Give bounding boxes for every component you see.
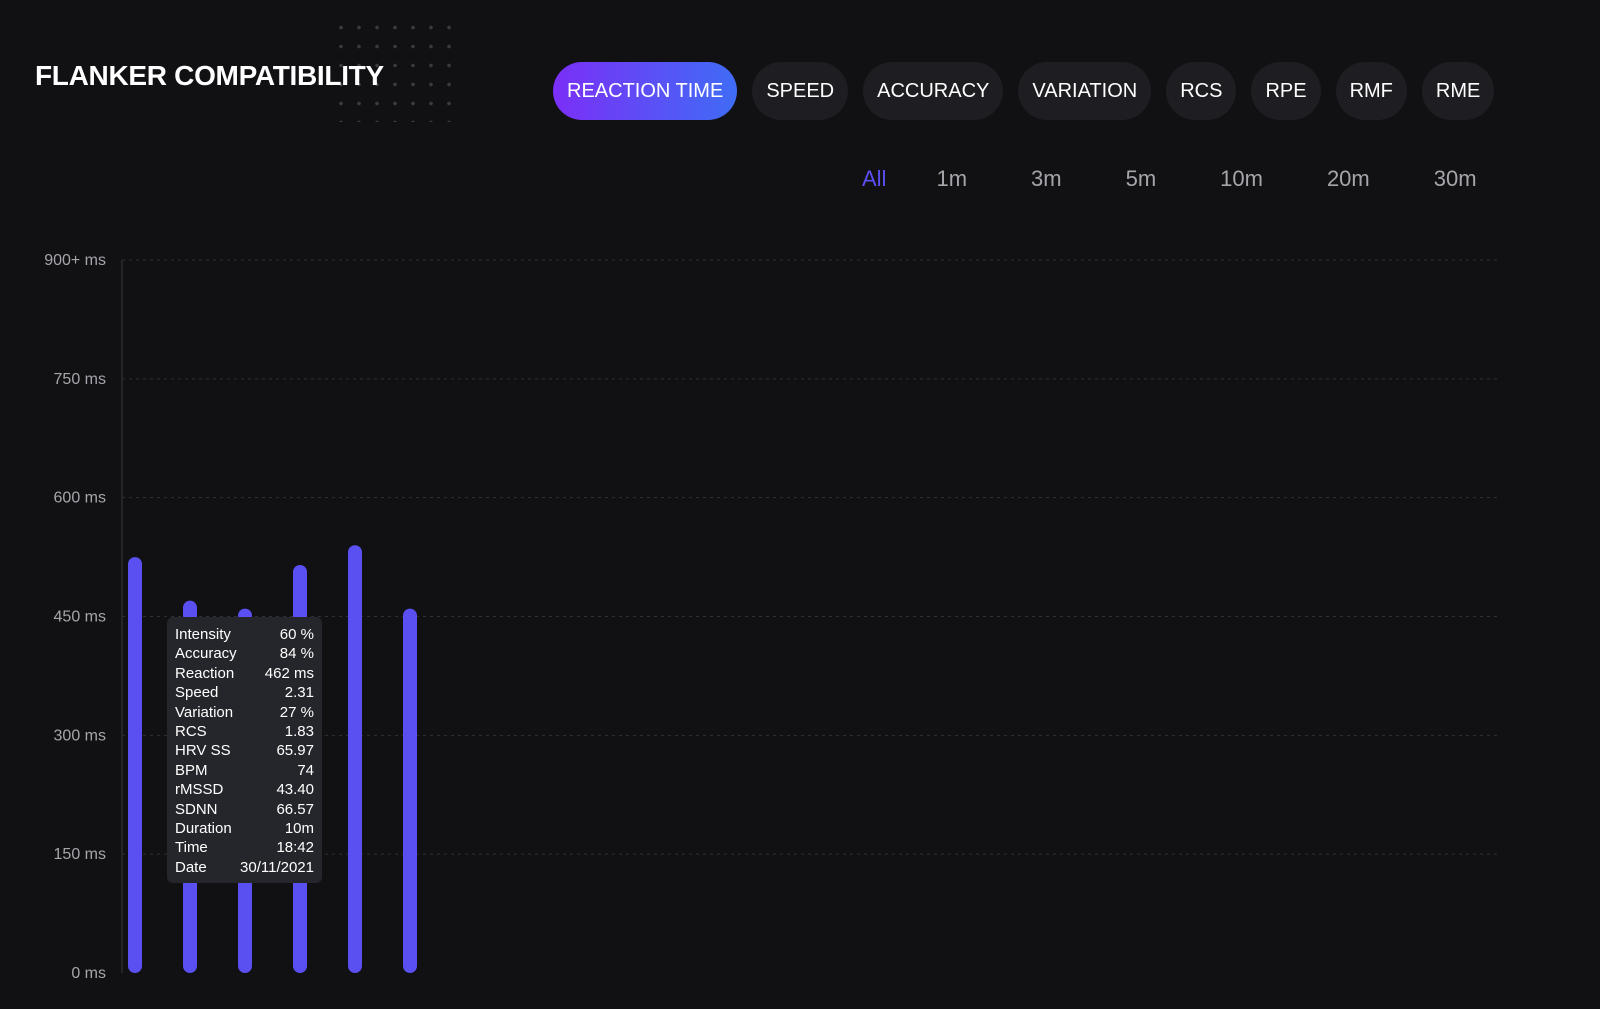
- data-tooltip: Intensity 60 % Accuracy 84 % Reaction 462 m…: [167, 617, 322, 884]
- tooltip-row-rmssd: rMSSD 43.40: [175, 781, 314, 799]
- range-3m[interactable]: 3m: [1031, 166, 1062, 191]
- y-tick-label: 900+ ms: [44, 252, 106, 269]
- tab-rmf[interactable]: RMF: [1335, 62, 1407, 120]
- tab-reaction-time[interactable]: REACTION TIME: [553, 62, 738, 120]
- tooltip-row-time: Time 18:42: [175, 839, 314, 857]
- range-all[interactable]: All: [862, 166, 887, 191]
- range-10m[interactable]: 10m: [1220, 166, 1263, 191]
- y-tick-label: 300 ms: [54, 727, 106, 744]
- tooltip-row-rcs: RCS 1.83: [175, 722, 314, 740]
- range-20m[interactable]: 20m: [1326, 166, 1370, 191]
- range-30m[interactable]: 30m: [1433, 166, 1477, 191]
- tooltip-row-speed: Speed 2.31: [175, 684, 314, 702]
- dot-grid-decoration: [332, 18, 452, 122]
- y-tick-label: 0 ms: [71, 965, 106, 982]
- tooltip-row-bpm: BPM 74: [175, 761, 314, 779]
- metric-tabs: REACTION TIME SPEED ACCURACY VARIATION R…: [553, 62, 1495, 120]
- page-title: FLANKER COMPATIBILITY: [35, 60, 384, 91]
- tab-variation[interactable]: VARIATION: [1018, 62, 1152, 120]
- tooltip-row-hrv-ss: HRV SS 65.97: [175, 742, 314, 760]
- tooltip-row-variation: Variation 27 %: [175, 703, 314, 721]
- tooltip-row-accuracy: Accuracy 84 %: [175, 645, 314, 663]
- time-range-selector: All 1m 3m 5m 10m 20m 30m: [862, 162, 1477, 196]
- y-tick-label: 750 ms: [54, 371, 106, 388]
- bar[interactable]: [403, 608, 417, 973]
- range-1m[interactable]: 1m: [936, 166, 968, 191]
- tab-accuracy[interactable]: ACCURACY: [863, 62, 1004, 120]
- tab-rcs[interactable]: RCS: [1166, 62, 1237, 120]
- y-tick-label: 600 ms: [54, 490, 106, 507]
- y-tick-label: 450 ms: [54, 609, 106, 626]
- tooltip-row-reaction: Reaction 462 ms: [175, 664, 314, 682]
- tab-rme[interactable]: RME: [1421, 62, 1495, 120]
- tab-speed[interactable]: SPEED: [752, 62, 849, 120]
- range-5m[interactable]: 5m: [1125, 166, 1157, 191]
- tooltip-row-duration: Duration 10m: [175, 819, 314, 837]
- tab-rpe[interactable]: RPE: [1251, 62, 1321, 120]
- bar[interactable]: [128, 557, 142, 973]
- tooltip-row-sdnn: SDNN 66.57: [175, 800, 314, 818]
- tooltip-row-date: Date 30/11/2021: [175, 858, 314, 876]
- bar[interactable]: [348, 545, 362, 973]
- tooltip-row-intensity: Intensity 60 %: [175, 626, 314, 643]
- y-tick-label: 150 ms: [54, 846, 106, 863]
